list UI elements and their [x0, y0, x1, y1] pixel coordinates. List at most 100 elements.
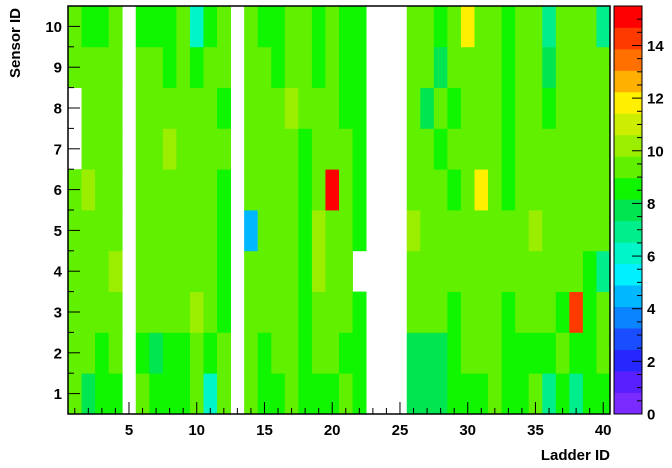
heatmap-cell: [352, 169, 367, 211]
heatmap-cell: [528, 128, 543, 170]
heatmap-cell: [311, 87, 326, 129]
heatmap-cell: [162, 250, 177, 292]
heatmap-cell: [95, 210, 110, 252]
heatmap-cell: [95, 250, 110, 292]
heatmap-cell: [244, 128, 259, 170]
heatmap-cell: [501, 6, 516, 48]
y-tick-label: 4: [54, 264, 63, 281]
heatmap-cell: [460, 6, 475, 48]
heatmap-cell: [528, 210, 543, 252]
heatmap-cell: [406, 6, 421, 48]
heatmap-cell: [596, 87, 611, 129]
heatmap-cell: [406, 291, 421, 333]
heatmap-cell: [135, 128, 150, 170]
heatmap-cell: [203, 46, 218, 88]
heatmap-cell: [555, 6, 570, 48]
heatmap-cell: [217, 373, 231, 415]
heatmap-cell: [203, 210, 218, 252]
heatmap-cell: [271, 332, 286, 374]
heatmap-cell: [311, 250, 326, 292]
heatmap-cell: [284, 250, 299, 292]
heatmap-cell: [203, 128, 218, 170]
heatmap-cell: [135, 6, 150, 48]
heatmap-cell: [352, 128, 367, 170]
colorbar-swatch: [614, 134, 642, 157]
heatmap-cell: [298, 210, 313, 252]
heatmap-cell: [582, 373, 597, 415]
heatmap-cell: [298, 169, 313, 211]
heatmap-cell: [189, 373, 204, 415]
heatmap-cell: [81, 250, 96, 292]
x-tick-label: 5: [125, 422, 133, 439]
heatmap-cell: [325, 6, 340, 48]
heatmap-cell: [244, 291, 259, 333]
heatmap-cell: [515, 210, 530, 252]
heatmap-cell: [569, 332, 584, 374]
heatmap-cell: [244, 210, 259, 252]
heatmap-cell: [406, 210, 421, 252]
heatmap-cell: [488, 291, 502, 333]
heatmap-cell: [176, 6, 191, 48]
heatmap-cell: [271, 46, 286, 88]
heatmap-cell: [582, 210, 597, 252]
y-tick-label: 3: [54, 305, 62, 322]
heatmap-cell: [176, 291, 191, 333]
heatmap-cell: [257, 332, 272, 374]
heatmap-cell: [244, 332, 259, 374]
heatmap-cell: [596, 46, 611, 88]
heatmap-cell: [311, 332, 326, 374]
heatmap-cell: [217, 291, 231, 333]
heatmap-cell: [325, 373, 340, 415]
heatmap-cell: [582, 291, 597, 333]
heatmap-cell: [95, 373, 110, 415]
heatmap-cell: [433, 291, 448, 333]
heatmap-cell: [406, 332, 421, 374]
heatmap-cell: [162, 46, 177, 88]
heatmap-cell: [339, 210, 353, 252]
heatmap-cell: [176, 128, 191, 170]
colorbar-tick-label: 8: [647, 196, 655, 213]
heatmap-cell: [311, 46, 326, 88]
heatmap-cell: [352, 87, 367, 129]
heatmap-cell: [176, 250, 191, 292]
heatmap-cell: [217, 169, 231, 211]
heatmap-cell: [555, 250, 570, 292]
heatmap-cell: [149, 87, 164, 129]
heatmap-cell: [189, 210, 204, 252]
heatmap-cell: [406, 250, 421, 292]
colorbar-swatch: [614, 349, 642, 372]
heatmap-cell: [149, 250, 164, 292]
heatmap-cell: [203, 250, 218, 292]
heatmap-cell: [569, 46, 584, 88]
y-axis-ticks: 1 2 3 4 5 6 7 8 9 10: [45, 5, 80, 415]
heatmap-cell: [542, 128, 557, 170]
heatmap-cell: [339, 87, 353, 129]
heatmap-cell: [298, 87, 313, 129]
heatmap-cell: [447, 87, 462, 129]
heatmap-cell: [298, 250, 313, 292]
heatmap-cell: [352, 373, 367, 415]
heatmap-cell: [135, 87, 150, 129]
heatmap-cell: [447, 6, 462, 48]
heatmap-cell: [339, 128, 353, 170]
heatmap-cell: [596, 169, 611, 211]
heatmap-cell: [447, 169, 462, 211]
heatmap-cell: [325, 250, 340, 292]
heatmap-cell: [460, 373, 475, 415]
heatmap-cell: [488, 332, 502, 374]
heatmap-cell: [257, 87, 272, 129]
colorbar-swatch: [614, 6, 642, 28]
heatmap-cell: [217, 87, 231, 129]
colorbar-ticks: 0 2 4 6 8 10 12 14: [632, 18, 664, 424]
heatmap-cell: [176, 332, 191, 374]
heatmap-cell: [488, 6, 502, 48]
heatmap-cell: [257, 373, 272, 415]
heatmap-cell: [447, 210, 462, 252]
heatmap-cell: [298, 332, 313, 374]
colorbar-swatch: [614, 285, 642, 308]
colorbar-swatch: [614, 392, 642, 415]
heatmap-cell: [162, 87, 177, 129]
heatmap-cell: [447, 332, 462, 374]
heatmap-cell: [433, 210, 448, 252]
heatmap-cell: [460, 332, 475, 374]
